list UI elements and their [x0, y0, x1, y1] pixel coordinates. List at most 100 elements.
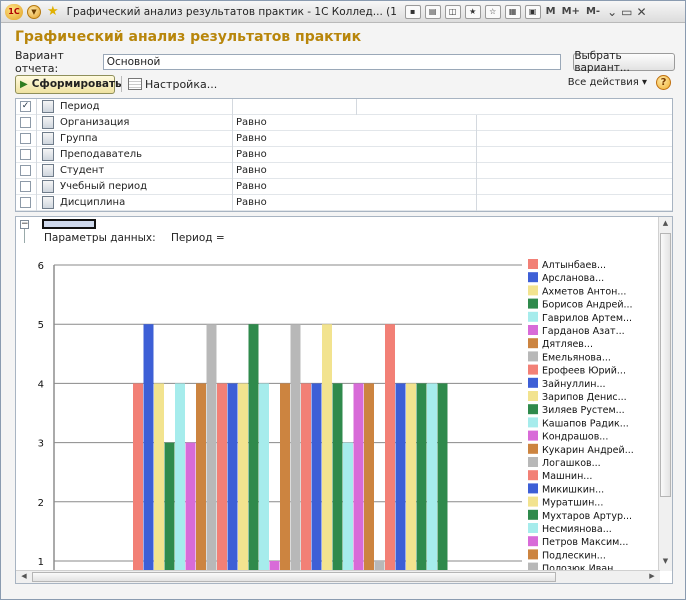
all-actions-menu[interactable]: Все действия ▾ [567, 77, 647, 88]
column-divider [232, 115, 233, 131]
favorite-add-icon[interactable]: ☆ [484, 4, 501, 19]
favorite-star-icon[interactable]: ★ [47, 4, 59, 19]
chart-bar [416, 383, 427, 571]
scroll-up-icon[interactable]: ▲ [662, 219, 669, 227]
filter-row[interactable]: Группа Равно [16, 131, 672, 147]
chart-bar [248, 324, 259, 571]
chart-bar [406, 383, 416, 571]
filter-row[interactable]: Дисциплина Равно [16, 195, 672, 211]
chart-bar [364, 383, 374, 571]
column-divider [36, 195, 37, 211]
choose-variant-button[interactable]: Выбрать вариант... [573, 50, 675, 74]
generate-button[interactable]: ▶ Сформировать [15, 74, 122, 94]
column-divider [36, 99, 37, 115]
history-icon[interactable]: ★ [464, 4, 481, 19]
title-bar: 1С ▼ ★ Графический анализ результатов пр… [1, 1, 685, 23]
legend-entry: Полозюк Иван... [542, 564, 622, 571]
scroll-left-icon[interactable]: ◀ [21, 572, 27, 580]
filter-checkbox[interactable] [20, 165, 31, 176]
main-menu-icon[interactable]: ▼ [27, 4, 41, 19]
filter-field-icon [42, 196, 54, 209]
preview-icon[interactable]: ◫ [444, 4, 461, 19]
column-divider [232, 179, 233, 195]
legend-entry: Подлескин... [542, 550, 606, 561]
horizontal-scrollbar[interactable]: ◀ ▶ [16, 570, 660, 583]
period-label: Период = [171, 232, 225, 244]
memory-mminus-button[interactable]: M- [585, 6, 601, 17]
calendar-icon[interactable]: ▣ [524, 4, 541, 19]
y-tick-label: 3 [38, 439, 44, 450]
scroll-down-icon[interactable]: ▼ [662, 557, 669, 565]
chart-bar [374, 561, 385, 571]
legend-swatch [528, 351, 538, 362]
legend-entry: Муратшин... [542, 498, 603, 509]
filter-row[interactable]: Студент Равно [16, 163, 672, 179]
legend-swatch [528, 285, 538, 296]
legend-swatch [528, 417, 538, 428]
chart-bar [437, 383, 448, 571]
filter-checkbox[interactable] [20, 181, 31, 192]
legend-entry: Емельянова... [542, 352, 611, 363]
column-divider [36, 179, 37, 195]
legend-swatch [528, 272, 538, 283]
settings-icon[interactable] [128, 78, 142, 90]
settings-button[interactable]: Настройка... [145, 77, 218, 91]
filter-row[interactable]: Учебный период Равно [16, 179, 672, 195]
filter-condition[interactable]: Равно [236, 165, 267, 176]
filter-field-icon [42, 132, 54, 145]
selected-cell[interactable] [42, 219, 96, 229]
minimize-icon[interactable]: ▭ [621, 4, 633, 19]
calculator-icon[interactable]: ▦ [504, 4, 521, 19]
filter-checkbox[interactable]: ✓ [20, 101, 31, 112]
help-icon[interactable]: ? [656, 75, 671, 90]
legend-entry: Борисов Андрей... [542, 300, 633, 311]
memory-m-button[interactable]: M [545, 6, 556, 17]
filter-checkbox[interactable] [20, 117, 31, 128]
legend-layer: Алтынбаев... Арсланова... Ахметов Антон...… [528, 259, 634, 571]
variant-field[interactable]: Основной [102, 54, 562, 70]
filter-condition[interactable]: Равно [236, 117, 267, 128]
chart-bar [395, 383, 406, 571]
legend-entry: Петров Максим... [542, 537, 628, 548]
memory-mplus-button[interactable]: M+ [561, 6, 580, 17]
1c-logo-icon[interactable]: 1С [5, 3, 23, 20]
filter-condition[interactable]: Равно [236, 149, 267, 160]
close-icon[interactable]: ✕ [636, 4, 647, 19]
filter-condition[interactable]: Равно [236, 197, 267, 208]
dropdown-arrow-icon[interactable]: ⌄ [607, 4, 618, 19]
y-tick-label: 4 [38, 379, 44, 390]
column-divider [476, 195, 477, 211]
chart-bar [343, 442, 353, 571]
all-actions-label: Все действия [567, 77, 639, 88]
filter-condition[interactable]: Равно [236, 133, 267, 144]
vertical-scrollbar[interactable]: ▲ ▼ [658, 217, 672, 571]
chart-bar [332, 383, 343, 571]
variant-label: Вариант отчета: [15, 49, 64, 75]
scroll-right-icon[interactable]: ▶ [649, 572, 655, 580]
filter-checkbox[interactable] [20, 133, 31, 144]
filter-checkbox[interactable] [20, 197, 31, 208]
chart-bar [290, 324, 301, 571]
y-tick-label: 2 [38, 498, 44, 509]
calendar-field-icon [42, 100, 54, 113]
vertical-scroll-thumb[interactable] [660, 233, 671, 497]
legend-entry: Микишкин... [542, 484, 604, 495]
chart-bar [259, 383, 269, 571]
save-icon[interactable]: ▪ [404, 4, 421, 19]
filter-row[interactable]: Преподаватель Равно [16, 147, 672, 163]
print-icon[interactable]: ▤ [424, 4, 441, 19]
toolbar-separator [121, 76, 122, 92]
filter-condition[interactable]: Равно [236, 181, 267, 192]
filter-row[interactable]: Организация Равно [16, 115, 672, 131]
chart-bar [143, 324, 154, 571]
legend-swatch [528, 377, 538, 388]
collapse-group-icon[interactable]: − [20, 219, 29, 229]
column-divider [36, 131, 37, 147]
group-line [24, 229, 25, 243]
chart-bar [269, 561, 280, 571]
filter-row[interactable]: ✓ Период [16, 99, 672, 115]
filter-checkbox[interactable] [20, 149, 31, 160]
horizontal-scroll-thumb[interactable] [32, 572, 556, 582]
column-divider [476, 179, 477, 195]
legend-entry: Дятляев... [542, 339, 593, 350]
